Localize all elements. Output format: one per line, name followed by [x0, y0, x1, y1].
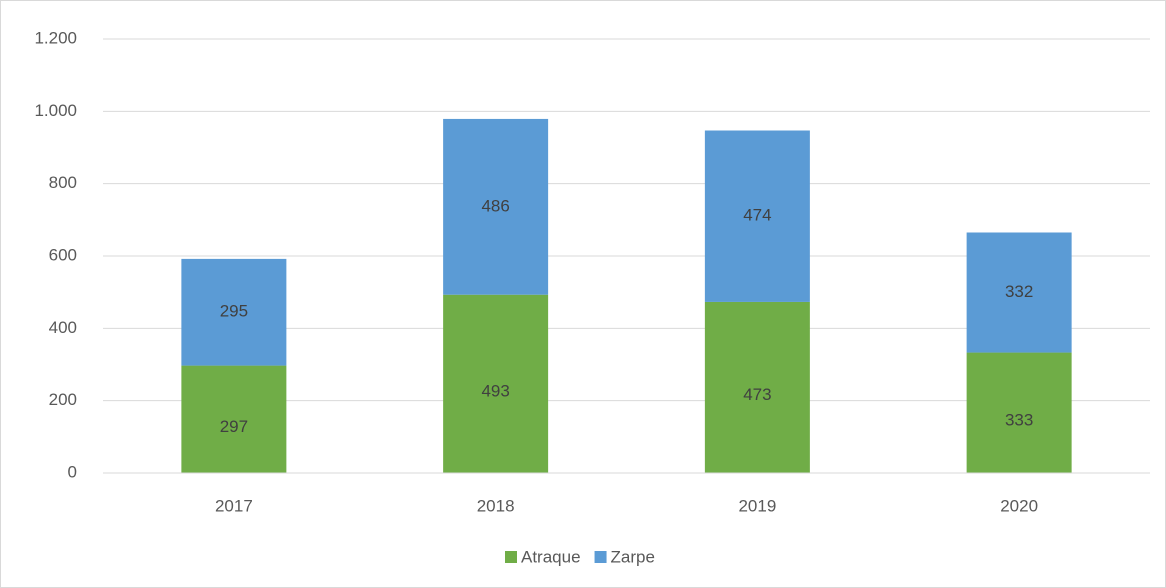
bar-segment — [181, 258, 287, 366]
legend-swatch — [505, 551, 517, 563]
y-tick-label: 400 — [49, 318, 77, 337]
bar-segment — [443, 294, 549, 473]
data-label: 295 — [220, 302, 248, 321]
y-tick-label: 1.000 — [34, 101, 77, 120]
x-tick-label: 2017 — [215, 496, 253, 515]
y-tick-label: 600 — [49, 245, 77, 264]
bar-segment — [966, 352, 1072, 473]
y-tick-label: 200 — [49, 390, 77, 409]
data-label: 332 — [1005, 282, 1033, 301]
bar-segment — [704, 301, 810, 473]
legend-label: Zarpe — [611, 547, 655, 566]
data-label: 297 — [220, 417, 248, 436]
x-tick-label: 2019 — [738, 496, 776, 515]
data-label: 486 — [481, 196, 509, 215]
bar-segment — [966, 232, 1072, 353]
bar-segment — [704, 130, 810, 302]
y-tick-label: 1.200 — [34, 28, 77, 47]
y-tick-label: 0 — [68, 462, 77, 481]
y-tick-label: 800 — [49, 173, 77, 192]
x-tick-label: 2020 — [1000, 496, 1038, 515]
bar-segment — [181, 365, 287, 473]
data-label: 474 — [743, 206, 771, 225]
x-tick-label: 2018 — [477, 496, 515, 515]
data-label: 493 — [481, 381, 509, 400]
bar-segment — [443, 118, 549, 295]
legend-label: Atraque — [521, 547, 581, 566]
data-label: 473 — [743, 385, 771, 404]
data-label: 333 — [1005, 410, 1033, 429]
legend-swatch — [594, 551, 607, 563]
